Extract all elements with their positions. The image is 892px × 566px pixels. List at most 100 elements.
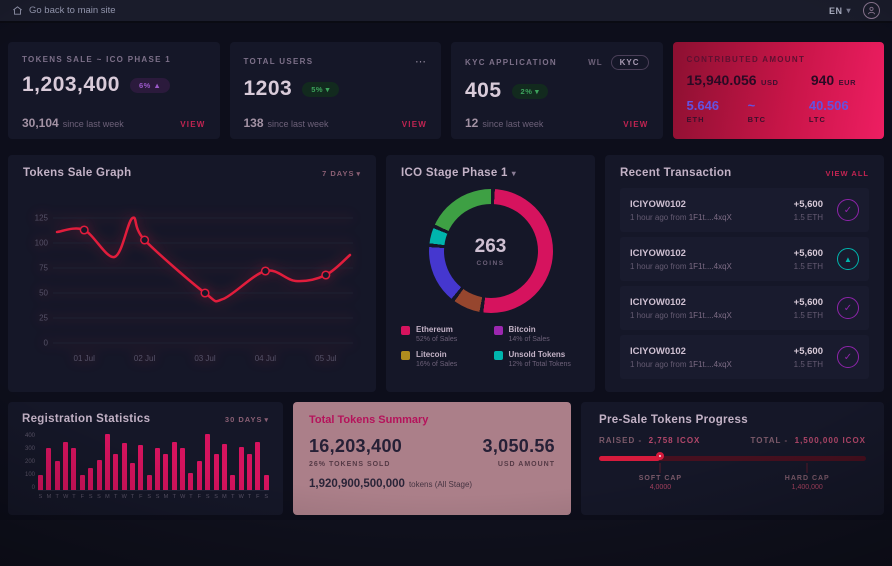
back-to-main-site-link[interactable]: Go back to main site — [12, 5, 116, 16]
coins-count: 263 — [474, 235, 507, 257]
total-users-value: 1203 — [243, 77, 293, 100]
bar — [121, 443, 127, 490]
bar — [113, 453, 119, 490]
bar — [230, 475, 236, 490]
kyc-value: 405 — [465, 79, 502, 102]
bar — [196, 460, 202, 490]
progress-fill — [599, 456, 661, 461]
svg-text:100: 100 — [35, 239, 49, 248]
contributed-amount-card: CONTRIBUTED AMOUNT 15,940.056 USD 940 EU… — [672, 42, 884, 139]
card-title: TOTAL USERS — [243, 57, 314, 66]
transaction-row[interactable]: ICIYOW0102 1 hour ago from 1F1t....4xqX +… — [620, 286, 869, 330]
delta-value: 30,104 — [22, 116, 59, 130]
tokens-sale-graph-panel: Tokens Sale Graph 7 DAYS ▾ 0 25 50 75 100 125 0… — [8, 155, 376, 392]
delta-caption: since last week — [482, 119, 544, 129]
bar — [171, 441, 177, 490]
back-label: Go back to main site — [29, 5, 116, 16]
ico-stage-dropdown[interactable]: ICO Stage Phase 1 ▾ — [401, 167, 517, 179]
data-point — [321, 270, 331, 280]
btc-amount: ~ BTC — [747, 98, 767, 124]
svg-text:125: 125 — [35, 214, 49, 223]
y-axis-ticks: 400 300 200 100 0 — [24, 433, 35, 491]
svg-text:02 Jul: 02 Jul — [134, 354, 156, 363]
ethereum-swatch — [401, 326, 410, 335]
recent-transaction-panel: Recent Transaction VIEW ALL ICIYOW0102 1 … — [605, 155, 884, 392]
svg-text:50: 50 — [39, 289, 48, 298]
presale-progress-slider: SOFT CAP 4,0000 HARD CAP 1,400,000 — [599, 451, 866, 491]
view-button[interactable]: VIEW — [180, 120, 206, 129]
kyc-toggle[interactable]: KYC — [610, 55, 649, 70]
legend-item-unsold: Unsold Tokens 12% of Total Tokens — [493, 350, 581, 368]
transaction-row[interactable]: ICIYOW0102 1 hour ago from 1F1t....4xqX +… — [620, 335, 869, 379]
eth-amount: 5.646 ETH — [686, 98, 720, 124]
raised-label: RAISED - 2,758 ICOX — [599, 436, 701, 445]
card-title: CONTRIBUTED AMOUNT — [686, 55, 806, 64]
bar — [188, 473, 194, 490]
range-dropdown[interactable]: 7 DAYS ▾ — [322, 168, 361, 178]
bars — [38, 433, 269, 491]
bar — [155, 448, 161, 490]
bar — [71, 448, 77, 490]
bar — [255, 442, 261, 490]
litecoin-swatch — [401, 351, 410, 360]
view-button[interactable]: VIEW — [401, 120, 427, 129]
panel-title: Tokens Sale Graph — [23, 167, 132, 179]
data-point — [79, 225, 89, 235]
usd-amount-value: 3,050.56 — [482, 436, 555, 456]
transaction-row[interactable]: ICIYOW0102 1 hour ago from 1F1t....4xqX +… — [620, 237, 869, 281]
bar — [138, 445, 144, 490]
eth-triangle-icon: ▲ — [837, 248, 859, 270]
view-button[interactable]: VIEW — [623, 120, 649, 129]
bar — [46, 448, 52, 490]
soft-cap-tick — [659, 463, 661, 473]
data-point — [140, 235, 150, 245]
tokens-sold-caption: 26% TOKENS SOLD — [309, 461, 391, 468]
change-badge: 5% ▾ — [302, 81, 339, 97]
delta-value: 138 — [243, 116, 264, 130]
bar — [63, 441, 69, 490]
ico-stage-donut-chart: 263 COINS — [428, 189, 553, 313]
bar — [54, 460, 60, 490]
change-badge: 2% ▾ — [511, 83, 549, 99]
slider-handle[interactable] — [656, 451, 665, 460]
svg-text:25: 25 — [39, 314, 48, 323]
topbar: Go back to main site EN ▾ — [0, 0, 892, 23]
svg-text:75: 75 — [39, 264, 48, 273]
bar — [213, 454, 219, 490]
check-circle-icon: ✓ — [837, 297, 859, 319]
check-circle-icon: ✓ — [837, 199, 859, 221]
eur-amount: 940 EUR — [810, 72, 856, 88]
transaction-row[interactable]: ICIYOW0102 1 hour ago from 1F1t....4xqX +… — [620, 188, 869, 232]
coins-caption: COINS — [476, 259, 505, 267]
bar — [221, 443, 227, 490]
legend-item-litecoin: Litecoin 16% of Sales — [401, 350, 488, 368]
tokens-sold-value: 16,203,400 — [309, 436, 403, 456]
bar — [238, 447, 244, 490]
change-badge: 6% ▲ — [129, 77, 171, 93]
bar — [146, 475, 152, 490]
usd-amount-caption: USD AMOUNT — [497, 461, 555, 468]
unsold-swatch — [493, 351, 503, 360]
registration-statistics-panel: Registration Statistics 30 DAYS ▾ 400 300 2… — [8, 402, 283, 515]
bar — [129, 462, 135, 490]
usd-amount: 15,940.056 USD — [686, 72, 779, 88]
hard-cap-label: HARD CAP 1,400,000 — [784, 475, 830, 491]
home-icon — [13, 6, 22, 15]
bar — [263, 474, 269, 490]
chevron-down-icon: ▾ — [264, 416, 269, 424]
view-all-link[interactable]: VIEW ALL — [825, 168, 869, 178]
total-tokens-summary-card: Total Tokens Summary 16,203,400 26% TOKEN… — [293, 402, 571, 515]
delta-value: 12 — [465, 116, 479, 130]
bar — [88, 468, 94, 490]
presale-progress-panel: Pre-Sale Tokens Progress RAISED - 2,758 … — [581, 402, 884, 515]
user-avatar[interactable] — [863, 2, 880, 19]
more-menu-icon[interactable]: ⋯ — [415, 56, 427, 68]
range-dropdown[interactable]: 30 DAYS ▾ — [224, 414, 269, 424]
language-selector[interactable]: EN ▾ — [829, 6, 851, 16]
bar — [38, 474, 43, 490]
panel-title: Recent Transaction — [620, 167, 732, 179]
panel-title: Pre-Sale Tokens Progress — [599, 414, 748, 426]
delta-caption: since last week — [62, 119, 124, 129]
wl-toggle[interactable]: WL — [588, 58, 603, 67]
